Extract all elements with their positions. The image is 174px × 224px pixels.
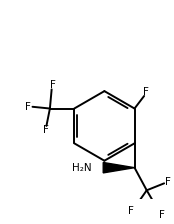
Polygon shape (103, 162, 135, 173)
Text: F: F (43, 125, 49, 135)
Text: F: F (128, 206, 134, 216)
Text: F: F (159, 210, 165, 220)
Text: F: F (143, 87, 148, 97)
Text: F: F (165, 177, 171, 187)
Text: H₂N: H₂N (72, 163, 92, 173)
Text: F: F (50, 80, 56, 90)
Text: F: F (25, 102, 31, 112)
